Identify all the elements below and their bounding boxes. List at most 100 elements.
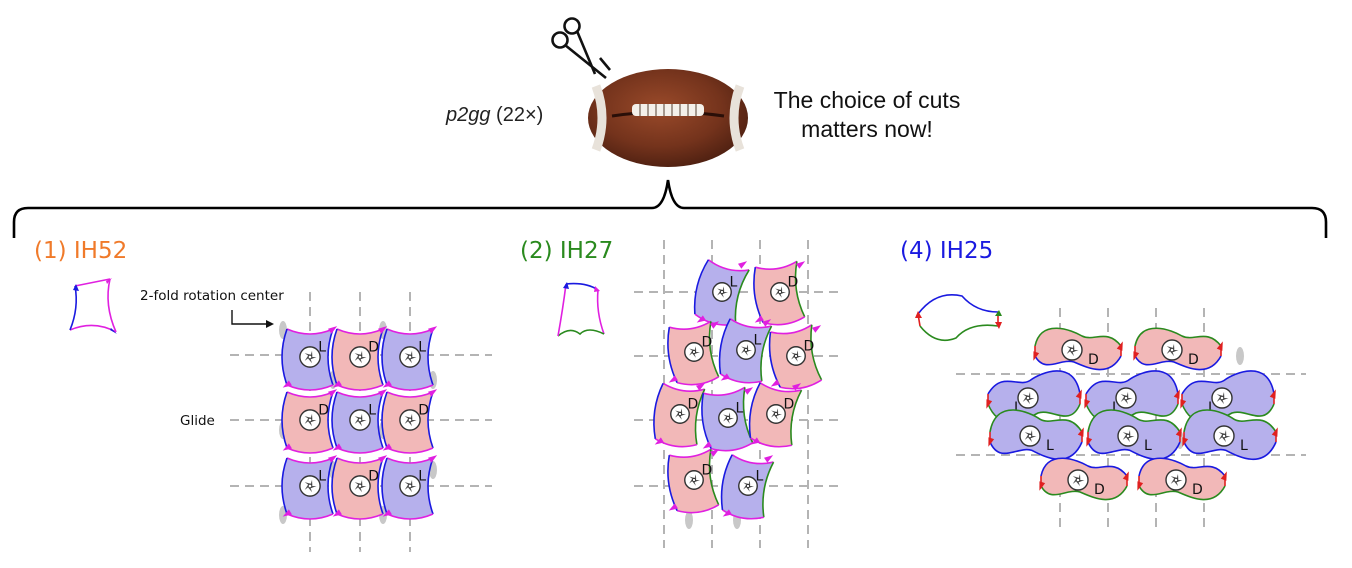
pinwheel-icon [1019,425,1041,447]
pinwheel-icon [736,340,756,360]
pinwheel-icon [1115,387,1137,409]
panel-title-2: (2) IH27 [520,238,614,264]
tile-letter: D [804,338,815,354]
group-label: p2gg (22×) [446,104,543,127]
tile-letter: D [702,334,713,350]
edge-arrowhead [378,455,388,463]
edge-arrowhead [1173,389,1180,399]
edge-arrowhead [702,441,712,449]
edge-arrowhead [328,455,338,463]
pinwheel-icon [349,409,371,431]
tile-letter: L [730,274,738,290]
panel1-boundary-sketch [69,278,117,334]
tile-letter: L [756,468,764,484]
edge-arrowhead [750,437,760,445]
edge-arrowhead [654,437,664,445]
edge-arrowhead [1180,399,1187,409]
tile-letter: L [318,339,326,355]
pinwheel-icon [299,409,321,431]
edge-arrowhead [1271,427,1278,437]
panel-title-3: (4) IH25 [900,238,994,264]
edge-arrowhead [738,261,748,269]
edge-arrowhead [754,315,764,323]
pinwheel-icon [399,475,421,497]
tile-letter: L [1014,400,1022,416]
pinwheel-icon [712,282,732,302]
edge-arrowhead [1086,437,1093,447]
rotation-center-marker [1236,347,1244,365]
tile-letter: L [1208,400,1216,416]
tile-letter: L [736,400,744,416]
tile-letter: L [754,332,762,348]
pinwheel-icon [349,475,371,497]
pinwheel-icon [684,470,704,490]
edge-arrowhead [282,443,292,451]
edge-arrowhead [668,375,678,383]
edge-arrowhead [668,503,678,511]
pinwheel-icon [1061,339,1083,361]
edge-arrowhead [1116,341,1123,351]
tile-letter: D [784,396,795,412]
panel-title-1: (1) IH52 [34,238,128,264]
pinwheel-icon [299,346,321,368]
edge-arrowhead [812,325,822,333]
edge-arrowhead [722,509,732,517]
edge-arrowhead [710,449,720,457]
tile-letter: D [318,402,329,418]
edge-arrowhead [1122,471,1129,481]
note-line-1: The choice of cuts [773,87,961,113]
edge-arrowhead [1182,437,1189,447]
pinwheel-icon [399,346,421,368]
pinwheel-icon [738,476,758,496]
edge-arrowhead [1216,341,1223,351]
edge-arrowhead [328,389,338,397]
tile-letter: D [418,402,429,418]
panel2-boundary-sketch [557,282,605,337]
rotation-center-label: 2-fold rotation center [140,288,284,304]
edge-arrowhead [1137,481,1144,491]
edge-arrowhead [332,443,342,451]
edge-arrowhead [332,380,342,388]
edge-arrowhead [332,509,342,517]
edge-arrowhead [382,443,392,451]
group-label-italic: p2gg [446,104,491,126]
edge-arrowhead [378,389,388,397]
edge-arrowhead [744,387,754,395]
pinwheel-icon [770,282,790,302]
edge-arrowhead [1084,399,1091,409]
pinwheel-icon [1067,469,1089,491]
brace [12,179,1328,238]
football-icon [588,69,748,167]
edge-arrowhead [1220,471,1227,481]
edge-arrowhead [1033,351,1040,361]
panel3-boundary-sketch [915,294,1002,342]
pinwheel-icon [1017,387,1039,409]
pinwheel-icon [786,346,806,366]
edge-arrowhead [382,509,392,517]
edge-arrowhead [1077,427,1084,437]
note-line-2: matters now! [801,116,933,142]
edge-arrowhead [382,380,392,388]
edge-arrowhead [428,389,438,397]
edge-arrowhead [1039,481,1046,491]
tile-letter: L [1112,400,1120,416]
tile-letter: D [368,339,379,355]
edge-arrowhead [762,319,772,327]
tile-letter: L [368,402,376,418]
rotation-center-marker [685,511,693,529]
pinwheel-icon [1161,339,1183,361]
scissors-icon [551,17,611,80]
pinwheel-icon [1213,425,1235,447]
edge-arrowhead [1269,389,1276,399]
edge-arrowhead [988,437,995,447]
edge-arrowhead [792,383,802,391]
pinwheel-icon [718,408,738,428]
pinwheel-icon [349,346,371,368]
edge-arrowhead [282,509,292,517]
edge-arrowhead [328,326,338,334]
edge-arrowhead [428,326,438,334]
tile-letter: L [418,339,426,355]
tile-letter: D [1188,352,1199,368]
